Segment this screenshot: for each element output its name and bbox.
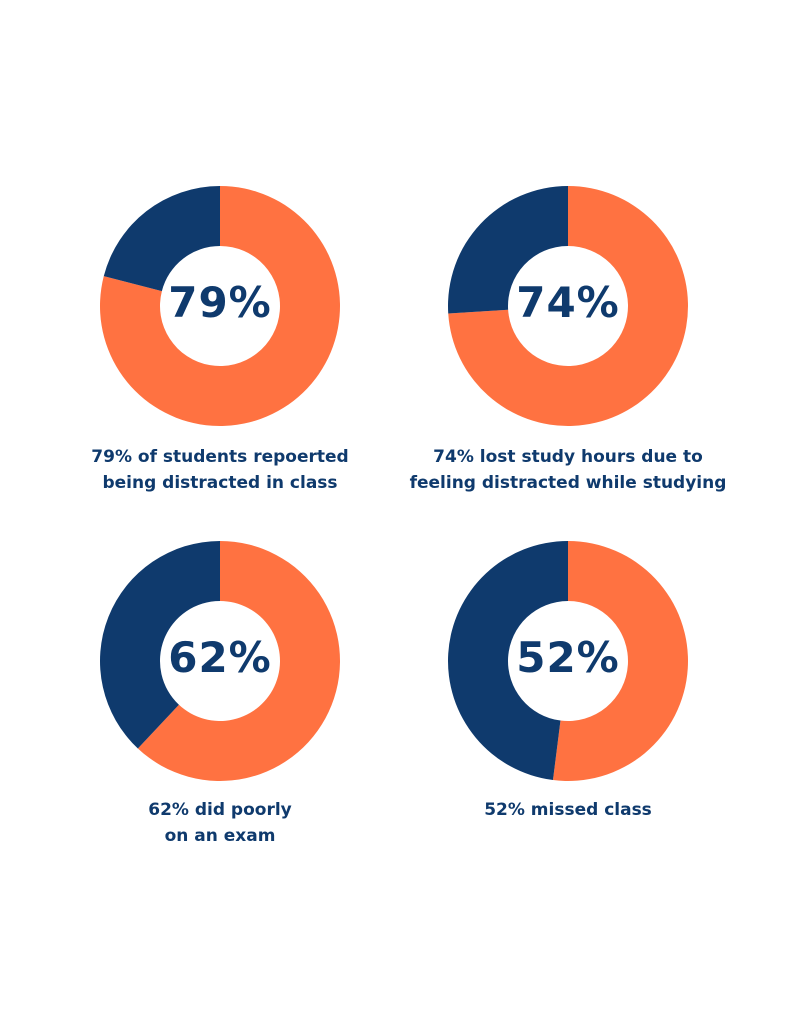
donut-chart-panel: 62% 62% did poorly on an exam <box>40 541 400 883</box>
donut-caption-line: feeling distracted while studying <box>409 473 727 493</box>
donut-slice-highlight <box>448 186 688 426</box>
donut-caption-line: 79% of students repoerted <box>91 447 349 467</box>
donut-caption-line: on an exam <box>164 826 276 846</box>
donut-slice-highlight <box>552 541 688 781</box>
donut-caption-line: 74% lost study hours due to <box>433 447 703 467</box>
donut-chart <box>99 186 340 426</box>
donut-caption-line: being distracted in class <box>102 473 338 493</box>
donut-slice-remainder <box>103 186 220 292</box>
donut-center-label: 74% <box>516 278 620 327</box>
donut-slice-remainder <box>447 541 568 781</box>
donut-center-label: 62% <box>168 633 272 682</box>
donut-chart <box>447 541 688 781</box>
donut-caption-line: 62% did poorly <box>148 800 292 820</box>
donut-caption: 62% did poorly on an exam <box>40 797 400 849</box>
donut-slice-remainder <box>99 541 220 749</box>
donut-slice-highlight <box>99 186 340 426</box>
donut-chart <box>448 186 688 426</box>
donut-caption: 79% of students repoerted being distracte… <box>40 444 400 496</box>
donut-slice-highlight <box>137 541 340 781</box>
donut-chart <box>99 541 340 781</box>
donut-chart-panel: 52% 52% missed class <box>388 541 748 883</box>
donut-caption: 52% missed class <box>388 797 748 823</box>
donut-center-label: 52% <box>516 633 620 682</box>
donut-chart-panel: 79% 79% of students repoerted being distra… <box>40 186 400 528</box>
donut-center-label: 79% <box>168 278 272 327</box>
donut-caption-line: 52% missed class <box>484 800 652 820</box>
donut-slice-remainder <box>448 186 568 314</box>
donut-chart-panel: 74% 74% lost study hours due to feeling di… <box>388 186 748 528</box>
donut-caption: 74% lost study hours due to feeling distr… <box>388 444 748 496</box>
